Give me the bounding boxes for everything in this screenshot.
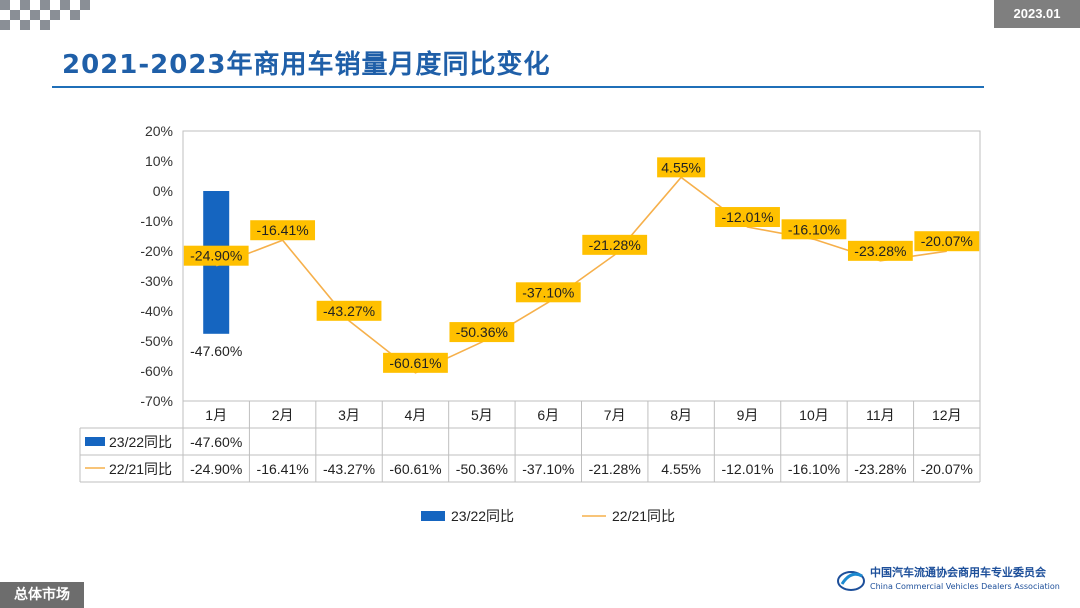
y-tick-label: -40% xyxy=(140,303,173,319)
line-label-box xyxy=(383,352,448,373)
x-tick-label: 2月 xyxy=(272,407,294,423)
line-label-text: -20.07% xyxy=(921,233,973,249)
y-tick-label: 0% xyxy=(153,183,173,199)
line-label-text: -50.36% xyxy=(456,324,508,340)
org-name-cn: 中国汽车流通协会商用车专业委员会 xyxy=(870,566,1046,579)
line-label-box xyxy=(316,300,382,321)
line-label-box xyxy=(781,219,847,240)
table-cell: 4.55% xyxy=(661,461,701,477)
legend-label: 22/21同比 xyxy=(612,508,675,524)
line-label-text: -16.41% xyxy=(257,222,309,238)
x-tick-label: 7月 xyxy=(604,407,626,423)
line-label-box xyxy=(515,282,581,303)
line-label-box xyxy=(250,220,316,241)
line-label-text: -12.01% xyxy=(721,209,773,225)
y-tick-label: -60% xyxy=(140,363,173,379)
line-data-label: -43.27% xyxy=(316,300,382,321)
table-cell: -60.61% xyxy=(389,461,441,477)
line-label-text: -21.28% xyxy=(589,237,641,253)
line-label-box xyxy=(914,231,980,252)
line-22-21 xyxy=(215,176,947,374)
line-label-text: -23.28% xyxy=(854,243,906,259)
x-tick-label: 10月 xyxy=(799,407,829,423)
line-label-box xyxy=(847,240,913,261)
line-data-label: -60.61% xyxy=(383,352,448,373)
title-underline xyxy=(52,86,984,88)
table-legend-key-bar xyxy=(85,437,105,446)
table-cell: -43.27% xyxy=(323,461,375,477)
date-badge: 2023.01 xyxy=(994,0,1080,28)
x-tick-label: 11月 xyxy=(866,407,895,423)
line-data-label: 4.55% xyxy=(657,157,706,178)
y-tick-label: -20% xyxy=(140,243,173,259)
table-cell: -21.28% xyxy=(589,461,641,477)
corner-decoration xyxy=(0,0,90,40)
table-cell: -16.41% xyxy=(257,461,309,477)
x-tick-label: 6月 xyxy=(537,407,559,423)
table-cell: -12.01% xyxy=(721,461,773,477)
line-data-label: -23.28% xyxy=(847,240,913,261)
line-label-box xyxy=(449,322,515,343)
line-data-label: -50.36% xyxy=(449,322,515,343)
x-tick-label: 3月 xyxy=(338,407,360,423)
line-label-box xyxy=(657,157,706,178)
x-tick-label: 9月 xyxy=(737,407,759,423)
y-tick-label: 10% xyxy=(145,153,173,169)
y-tick-label: 20% xyxy=(145,123,173,139)
line-data-label: -16.41% xyxy=(250,220,316,241)
line-data-label: -20.07% xyxy=(914,231,980,252)
table-cell: -16.10% xyxy=(788,461,840,477)
org-name-en: China Commercial Vehicles Dealers Associ… xyxy=(870,582,1060,591)
line-data-label: -24.90% xyxy=(183,245,249,266)
line-label-text: -43.27% xyxy=(323,303,375,319)
section-label: 总体市场 xyxy=(0,582,84,608)
org-logo: 中国汽车流通协会商用车专业委员会 China Commercial Vehicl… xyxy=(836,564,1066,598)
y-tick-label: -30% xyxy=(140,273,173,289)
x-tick-label: 1月 xyxy=(205,407,227,423)
x-tick-label: 8月 xyxy=(670,407,692,423)
line-label-text: -37.10% xyxy=(522,284,574,300)
bar-data-label: -47.60% xyxy=(190,343,242,359)
table-cell: -50.36% xyxy=(456,461,508,477)
plot-area xyxy=(182,130,981,402)
table-cell: -47.60% xyxy=(190,434,242,450)
y-tick-label: -10% xyxy=(140,213,173,229)
line-label-text: -16.10% xyxy=(788,221,840,237)
table-cell: -37.10% xyxy=(522,461,574,477)
y-tick-label: -70% xyxy=(140,393,173,409)
x-tick-label: 4月 xyxy=(405,407,427,423)
x-tick-label: 12月 xyxy=(932,407,962,423)
line-data-label: -16.10% xyxy=(781,219,847,240)
y-tick-label: -50% xyxy=(140,333,173,349)
table-row-header: 22/21同比 xyxy=(109,461,172,477)
line-label-box xyxy=(715,207,780,228)
table-row-header: 23/22同比 xyxy=(109,434,172,450)
line-label-box xyxy=(183,245,249,266)
table-cell: -23.28% xyxy=(854,461,906,477)
x-tick-label: 5月 xyxy=(471,407,493,423)
table-cell: -20.07% xyxy=(921,461,973,477)
line-label-box xyxy=(582,234,648,255)
org-emblem-icon xyxy=(837,571,865,591)
line-data-label: -21.28% xyxy=(582,234,648,255)
line-label-text: 4.55% xyxy=(661,159,701,175)
line-data-label: -12.01% xyxy=(715,207,780,228)
line-label-text: -60.61% xyxy=(389,355,441,371)
legend-key-bar xyxy=(421,511,445,521)
line-label-text: -24.90% xyxy=(190,248,242,264)
line-data-label: -37.10% xyxy=(515,282,581,303)
legend-label: 23/22同比 xyxy=(451,508,514,524)
table-cell: -24.90% xyxy=(190,461,242,477)
page-title: 2021-2023年商用车销量月度同比变化 xyxy=(62,50,551,80)
